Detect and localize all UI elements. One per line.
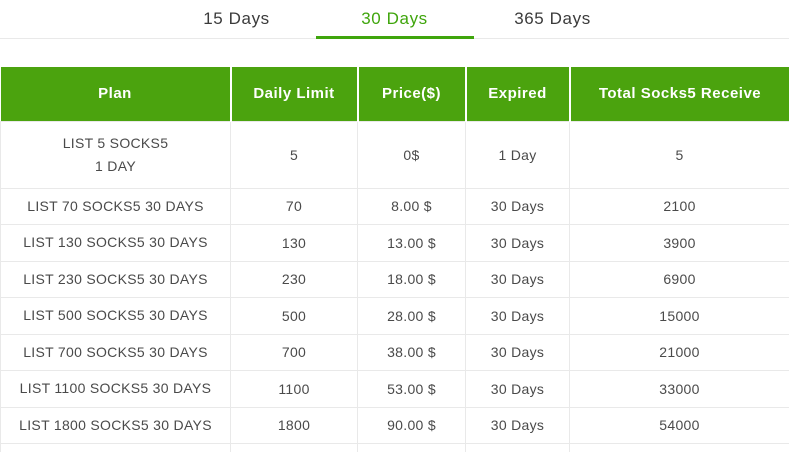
- table-row: LIST 70 SOCKS5 30 DAYS 70 8.00 $30 Days 210…: [0, 187, 789, 225]
- table-row: LIST 5 SOCKS5 1 DAY 5 0$ 1 Day 5: [0, 120, 789, 189]
- table-row-partial: [0, 443, 789, 452]
- cell-daily-limit: 1100: [230, 370, 358, 408]
- duration-tab-bar: 15 Days 30 Days 365 Days: [0, 0, 789, 39]
- cell-empty: [230, 443, 358, 452]
- cell-expired: 30 Days: [465, 224, 570, 262]
- cell-daily-limit: 130: [230, 224, 358, 262]
- cell-expired: 1 Day: [465, 120, 570, 189]
- cell-plan: LIST 500 SOCKS5 30 DAYS: [0, 297, 231, 335]
- table-row: LIST 700 SOCKS5 30 DAYS 700 38.00 $30 Days…: [0, 333, 789, 371]
- cell-empty: [0, 443, 231, 452]
- cell-expired: 30 Days: [465, 370, 570, 408]
- cell-empty: [465, 443, 570, 452]
- cell-price: 90.00 $: [357, 406, 466, 444]
- cell-plan: LIST 700 SOCKS5 30 DAYS: [0, 333, 231, 371]
- column-header-total: Total Socks5 Receive: [569, 67, 789, 121]
- cell-expired: 30 Days: [465, 333, 570, 371]
- cell-plan: LIST 5 SOCKS5 1 DAY: [0, 120, 231, 189]
- tab-30-days[interactable]: 30 Days: [315, 0, 474, 39]
- cell-daily-limit: 230: [230, 260, 358, 298]
- cell-daily-limit: 500: [230, 297, 358, 335]
- table-header-row: Plan Daily Limit Price($) Expired Total Sock…: [0, 67, 789, 121]
- tab-365-days[interactable]: 365 Days: [514, 9, 591, 28]
- table-row: LIST 500 SOCKS5 30 DAYS 500 28.00 $30 Days…: [0, 297, 789, 335]
- cell-total: 6900: [569, 260, 789, 298]
- cell-empty: [357, 443, 466, 452]
- cell-daily-limit: 5: [230, 120, 358, 189]
- column-header-expired: Expired: [465, 67, 571, 121]
- cell-price: 18.00 $: [357, 260, 466, 298]
- cell-price: 38.00 $: [357, 333, 466, 371]
- cell-price: 13.00 $: [357, 224, 466, 262]
- cell-plan: LIST 70 SOCKS5 30 DAYS: [0, 187, 231, 225]
- cell-price: 28.00 $: [357, 297, 466, 335]
- pricing-table: Plan Daily Limit Price($) Expired Total Sock…: [0, 67, 789, 452]
- table-row: LIST 130 SOCKS5 30 DAYS 130 13.00 $30 Days…: [0, 224, 789, 262]
- column-header-price: Price($): [357, 67, 467, 121]
- cell-empty: [569, 443, 789, 452]
- cell-daily-limit: 70: [230, 187, 358, 225]
- cell-plan: LIST 130 SOCKS5 30 DAYS: [0, 224, 231, 262]
- cell-total: 3900: [569, 224, 789, 262]
- cell-expired: 30 Days: [465, 406, 570, 444]
- cell-daily-limit: 700: [230, 333, 358, 371]
- cell-plan: LIST 230 SOCKS5 30 DAYS: [0, 260, 231, 298]
- column-header-daily-limit: Daily Limit: [230, 67, 359, 121]
- cell-total: 33000: [569, 370, 789, 408]
- cell-total: 5: [569, 120, 789, 189]
- cell-total: 54000: [569, 406, 789, 444]
- cell-price: 8.00 $: [357, 187, 466, 225]
- cell-plan: LIST 1800 SOCKS5 30 DAYS: [0, 406, 231, 444]
- cell-daily-limit: 1800: [230, 406, 358, 444]
- table-row: LIST 1100 SOCKS5 30 DAYS 1100 53.00 $30 Da…: [0, 370, 789, 408]
- cell-price: 53.00 $: [357, 370, 466, 408]
- cell-expired: 30 Days: [465, 260, 570, 298]
- table-row: LIST 1800 SOCKS5 30 DAYS 1800 90.00 $30 Da…: [0, 406, 789, 444]
- tab-15-days[interactable]: 15 Days: [203, 9, 270, 28]
- cell-expired: 30 Days: [465, 297, 570, 335]
- cell-plan: LIST 1100 SOCKS5 30 DAYS: [0, 370, 231, 408]
- cell-total: 15000: [569, 297, 789, 335]
- table-row: LIST 230 SOCKS5 30 DAYS 230 18.00 $30 Days…: [0, 260, 789, 298]
- column-header-plan: Plan: [0, 67, 232, 121]
- cell-total: 21000: [569, 333, 789, 371]
- cell-total: 2100: [569, 187, 789, 225]
- cell-price: 0$: [357, 120, 466, 189]
- cell-expired: 30 Days: [465, 187, 570, 225]
